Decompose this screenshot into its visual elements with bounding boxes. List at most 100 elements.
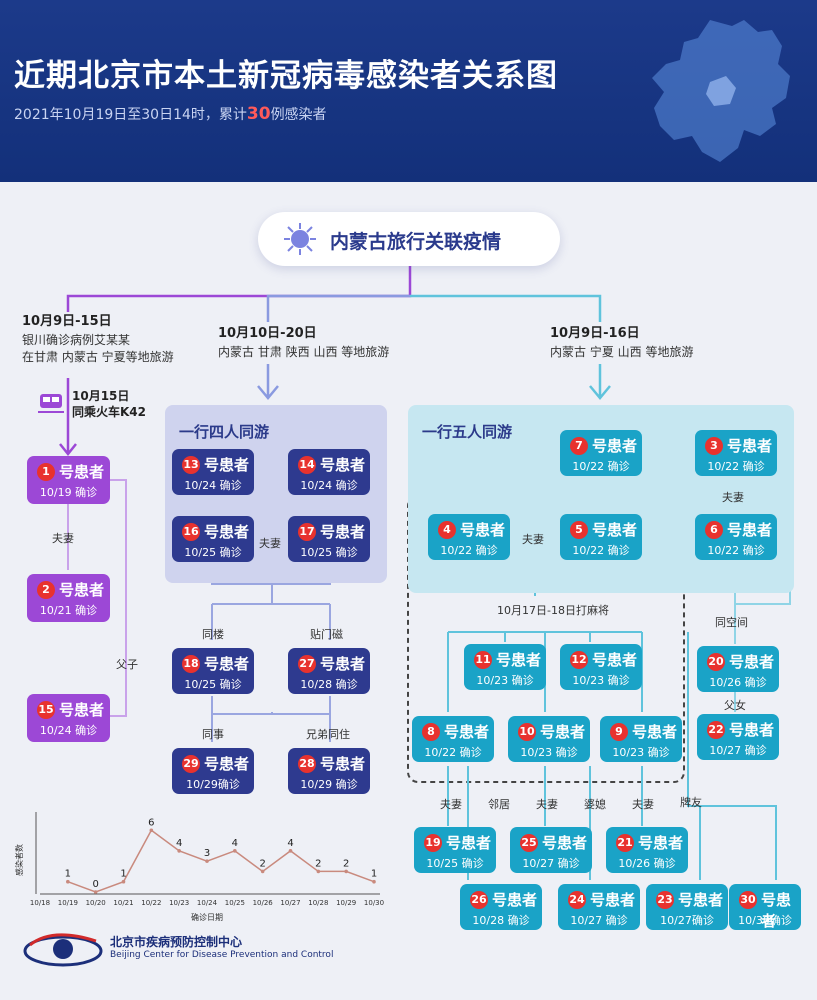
patient-card-8[interactable]: 8 号患者 10/22 确诊	[412, 716, 494, 762]
patient-card-4[interactable]: 4 号患者 10/22 确诊	[428, 514, 510, 560]
data-label: 4	[176, 838, 182, 849]
patient-card-18[interactable]: 18 号患者 10/25 确诊	[172, 648, 254, 694]
data-point	[260, 869, 265, 874]
patient-card-22[interactable]: 22 号患者 10/27 确诊	[697, 714, 779, 760]
patient-card-2[interactable]: 2 号患者 10/21 确诊	[27, 574, 110, 622]
patient-card-29[interactable]: 29 号患者 10/29确诊	[172, 748, 254, 794]
patient-number: 11	[474, 651, 492, 669]
relation-label: 牌友	[680, 796, 702, 809]
data-point	[288, 849, 293, 853]
patient-number: 15	[37, 701, 55, 719]
patient-card-19[interactable]: 19 号患者 10/25 确诊	[414, 827, 496, 873]
patient-card-3[interactable]: 3 号患者 10/22 确诊	[695, 430, 777, 476]
patient-card-28[interactable]: 28 号患者 10/29 确诊	[288, 748, 370, 794]
patient-card-25[interactable]: 25 号患者 10/27 确诊	[510, 827, 592, 873]
patient-label: 号患者	[761, 891, 792, 930]
patient-number: 19	[424, 834, 442, 852]
data-point	[149, 828, 154, 833]
mahjong-label: 10月17日-18日打麻将	[497, 604, 609, 617]
subtitle-prefix: 2021年10月19日至30日14时，累计	[14, 107, 247, 123]
patient-date: 10/25 确诊	[184, 678, 242, 691]
patient-label: 号患者	[320, 523, 366, 541]
patient-date: 10/26 确诊	[618, 857, 676, 870]
patient-label: 号患者	[320, 456, 366, 474]
patient-label: 号患者	[204, 523, 250, 541]
patient-card-7[interactable]: 7 号患者 10/22 确诊	[560, 430, 642, 476]
patient-card-13[interactable]: 13 号患者 10/24 确诊	[172, 449, 254, 495]
x-tick-label: 10/29	[336, 899, 356, 907]
patient-card-15[interactable]: 15 号患者 10/24 确诊	[27, 694, 110, 742]
patient-card-6[interactable]: 6 号患者 10/22 确诊	[695, 514, 777, 560]
patient-card-9[interactable]: 9 号患者 10/23 确诊	[600, 716, 682, 762]
patient-card-5[interactable]: 5 号患者 10/22 确诊	[560, 514, 642, 560]
patient-number: 20	[707, 653, 725, 671]
patient-card-14[interactable]: 14 号患者 10/24 确诊	[288, 449, 370, 495]
patient-card-17[interactable]: 17 号患者 10/25 确诊	[288, 516, 370, 562]
data-label: 1	[371, 869, 377, 880]
patient-card-21[interactable]: 21 号患者 10/26 确诊	[606, 827, 688, 873]
patient-date: 10/24 确诊	[39, 724, 98, 737]
root-label: 内蒙古旅行关联疫情	[330, 231, 502, 253]
patient-number: 13	[182, 456, 200, 474]
patient-date: 10/22 确诊	[572, 544, 630, 557]
patient-date: 10/22 确诊	[424, 746, 482, 759]
data-point	[121, 879, 126, 884]
train-date: 10月15日	[72, 389, 130, 403]
data-point	[93, 890, 98, 894]
subtitle-count: 30	[246, 104, 271, 124]
relation-label: 邻居	[488, 798, 510, 811]
patient-card-1[interactable]: 1 号患者 10/19 确诊	[27, 456, 110, 504]
relation-label: 夫妻	[632, 798, 654, 811]
patient-number: 14	[298, 456, 316, 474]
patient-card-20[interactable]: 20 号患者 10/26 确诊	[697, 646, 779, 692]
patient-date: 10/28 确诊	[472, 914, 530, 927]
patient-number: 6	[705, 521, 723, 539]
patient-card-12[interactable]: 12 号患者 10/23 确诊	[560, 644, 642, 690]
footer-org-en: Beijing Center for Disease Prevention an…	[110, 950, 334, 960]
data-point	[372, 879, 376, 884]
patient-card-11[interactable]: 11 号患者 10/23 确诊	[464, 644, 546, 690]
root-node: 内蒙古旅行关联疫情	[258, 212, 560, 266]
patient-label: 号患者	[59, 581, 105, 599]
patient-number: 8	[422, 723, 440, 741]
patient-card-26[interactable]: 26 号患者 10/28 确诊	[460, 884, 542, 930]
patient-date: 10/27 确诊	[570, 914, 628, 927]
patient-number: 1	[37, 463, 55, 481]
x-tick-label: 10/21	[113, 899, 133, 907]
patient-label: 号患者	[729, 721, 775, 739]
patient-number: 7	[570, 437, 588, 455]
x-tick-label: 10/24	[197, 899, 218, 907]
relation-label: 父女	[724, 699, 746, 712]
patient-date: 10/24 确诊	[300, 479, 358, 492]
patient-label: 号患者	[59, 463, 105, 481]
patient-number: 12	[570, 651, 588, 669]
patient-card-30[interactable]: 30 号患者 10/30确诊	[729, 884, 801, 930]
patient-date: 10/27 确诊	[522, 857, 580, 870]
patient-number: 17	[298, 523, 316, 541]
x-tick-label: 10/19	[58, 899, 78, 907]
patient-date: 10/21 确诊	[39, 604, 98, 617]
patient-card-16[interactable]: 16 号患者 10/25 确诊	[172, 516, 254, 562]
patient-label: 号患者	[460, 521, 506, 539]
data-point	[66, 879, 70, 884]
patient-number: 27	[298, 655, 316, 673]
data-point	[233, 849, 237, 853]
patient-date: 10/22 确诊	[707, 460, 765, 473]
patient-date: 10/19 确诊	[39, 486, 98, 499]
x-tick-label: 10/20	[86, 899, 106, 907]
left-branch-date: 10月9日-15日	[22, 314, 112, 329]
patient-label: 号患者	[446, 834, 492, 852]
patient-label: 号患者	[444, 723, 490, 741]
patient-number: 28	[298, 755, 316, 773]
data-point	[344, 869, 348, 874]
patient-card-23[interactable]: 23 号患者 10/27确诊	[646, 884, 728, 930]
patient-card-10[interactable]: 10 号患者 10/23 确诊	[508, 716, 590, 762]
data-point	[316, 869, 321, 874]
patient-card-27[interactable]: 27 号患者 10/28 确诊	[288, 648, 370, 694]
patient-number: 22	[707, 721, 725, 739]
patient-label: 号患者	[542, 834, 588, 852]
patient-card-24[interactable]: 24 号患者 10/27 确诊	[558, 884, 640, 930]
patient-number: 3	[705, 437, 723, 455]
header-banner: 近期北京市本土新冠病毒感染者关系图 2021年10月19日至30日14时，累计3…	[0, 0, 817, 182]
